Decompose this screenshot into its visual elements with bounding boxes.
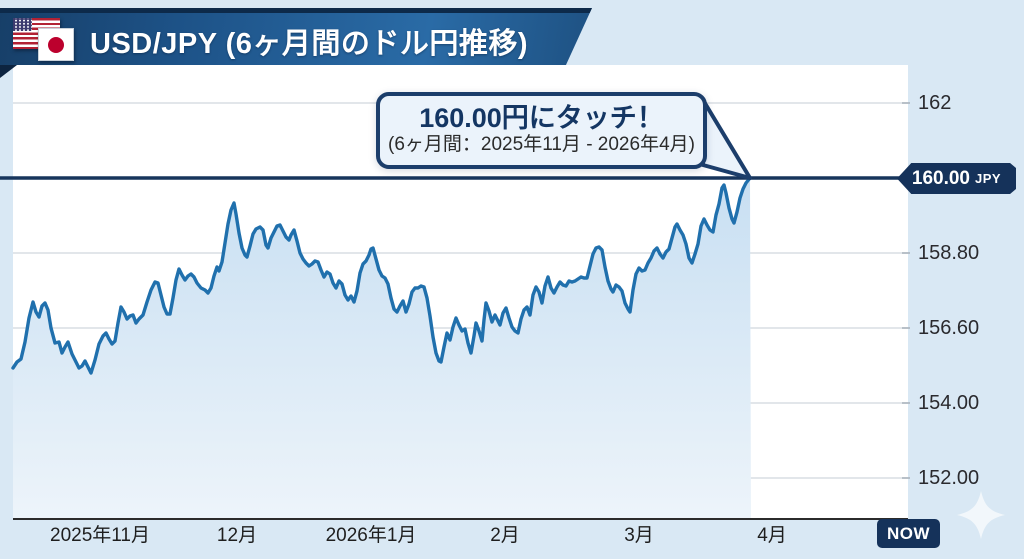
price-callout: 160.00円にタッチ！ (6ヶ月間：2025年11月 - 2026年4月): [376, 92, 707, 169]
price-level-unit: JPY: [975, 171, 1002, 186]
x-axis-label: 12月: [216, 525, 258, 546]
y-axis-label: 158.80: [918, 242, 980, 264]
sparkle-icon: [957, 491, 1005, 539]
header-top-stripe: [0, 8, 592, 13]
y-axis-label: 154.00: [918, 392, 980, 414]
x-axis-label: 2月: [490, 525, 520, 546]
now-badge: NOW: [877, 519, 940, 548]
y-axis-label: 152.00: [918, 467, 980, 489]
callout-title: 160.00円にタッチ！: [419, 103, 664, 133]
callout-subtitle: (6ヶ月間：2025年11月 - 2026年4月): [388, 134, 695, 155]
price-line: [11, 176, 752, 375]
header-fold-triangle: [0, 65, 17, 78]
japan-flag-sun: [48, 36, 64, 53]
price-level-value: 160.00: [911, 167, 971, 189]
page-title: USD/JPY (6ヶ月間のドル円推移): [90, 28, 529, 60]
header-banner: [0, 8, 592, 65]
japan-flag-icon: [38, 28, 74, 61]
y-axis-label: 162: [918, 92, 952, 114]
x-axis-label: 2025年11月: [50, 525, 150, 546]
x-axis-label: 2026年1月: [325, 525, 417, 546]
y-axis-label: 156.60: [918, 317, 980, 339]
price-area-fill: [13, 178, 751, 519]
x-axis-label: 3月: [624, 525, 654, 546]
price-level-badge: 160.00 JPY: [897, 163, 1016, 194]
x-axis-label: 4月: [757, 525, 787, 546]
us-flag-canton: [13, 18, 32, 31]
